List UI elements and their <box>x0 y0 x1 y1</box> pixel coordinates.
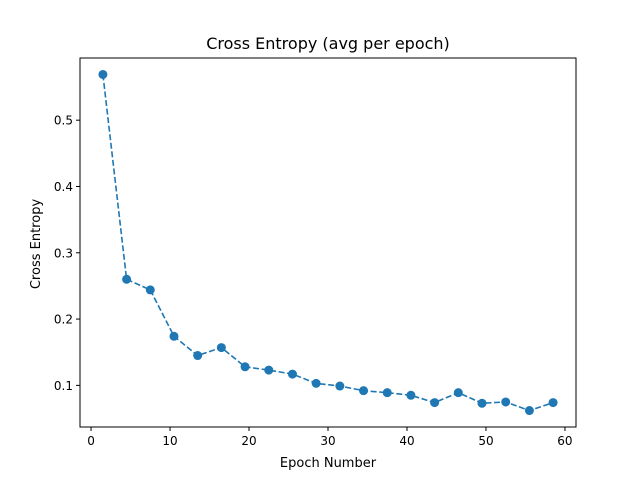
data-point <box>311 378 321 388</box>
data-point <box>240 362 250 372</box>
data-point <box>98 69 108 79</box>
data-point <box>501 397 511 407</box>
data-point <box>122 274 132 284</box>
x-tick-label: 20 <box>241 434 256 448</box>
data-point <box>524 406 534 416</box>
data-point <box>216 343 226 353</box>
data-point <box>264 365 274 375</box>
x-tick-label: 10 <box>162 434 177 448</box>
chart-marks <box>98 69 558 416</box>
plot-area <box>80 58 576 427</box>
y-tick-label: 0.4 <box>54 180 73 194</box>
data-point <box>406 390 416 400</box>
x-tick-label: 60 <box>557 434 572 448</box>
x-tick-label: 40 <box>399 434 414 448</box>
data-point <box>430 398 440 408</box>
data-point <box>169 331 179 341</box>
x-tick-label: 30 <box>320 434 335 448</box>
y-axis-label: Cross Entropy <box>29 199 44 290</box>
y-tick-label: 0.3 <box>54 246 73 260</box>
x-tick-label: 50 <box>478 434 493 448</box>
x-tick-label: 0 <box>87 434 95 448</box>
data-point <box>335 381 345 391</box>
data-point <box>477 398 487 408</box>
axes: 0 10 20 30 40 50 60 0.1 0.2 0.3 0.4 0.5 <box>54 114 573 448</box>
data-point <box>548 398 558 408</box>
data-point <box>287 369 297 379</box>
data-point <box>359 386 369 396</box>
chart-title: Cross Entropy (avg per epoch) <box>206 34 450 53</box>
y-tick-label: 0.5 <box>54 114 73 128</box>
y-tick-label: 0.2 <box>54 313 73 327</box>
x-axis-label: Epoch Number <box>280 456 377 471</box>
data-point <box>382 388 392 398</box>
y-tick-label: 0.1 <box>54 379 73 393</box>
data-point <box>145 285 155 295</box>
data-point <box>453 388 463 398</box>
data-point <box>193 351 203 361</box>
